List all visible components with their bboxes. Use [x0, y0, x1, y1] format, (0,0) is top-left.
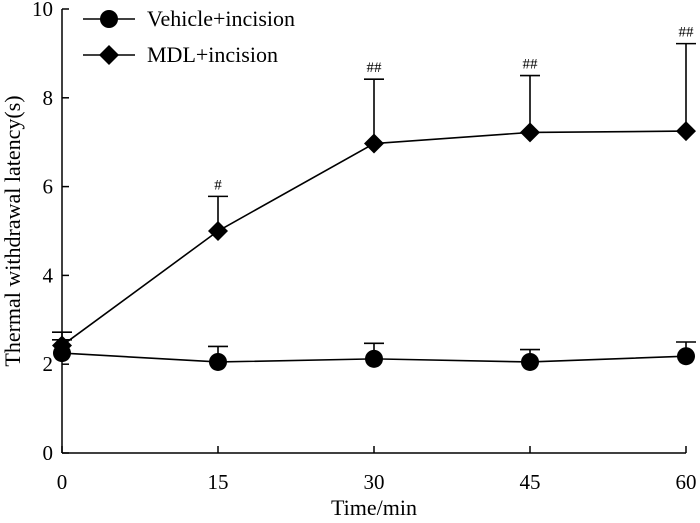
data-point-diamond — [364, 133, 384, 154]
data-point-circle — [209, 352, 227, 371]
x-tick-label: 15 — [208, 470, 229, 494]
x-axis-title: Time/min — [331, 495, 417, 520]
legend-label: Vehicle+incision — [147, 6, 295, 31]
data-point-circle — [365, 349, 383, 368]
series-vehicle-incision — [52, 338, 696, 371]
x-tick-label: 30 — [364, 470, 385, 494]
y-axis-title: Thermal withdrawal latency(s) — [0, 95, 25, 366]
x-tick-label: 45 — [520, 470, 541, 494]
ticks — [61, 8, 687, 454]
x-tick-label: 0 — [57, 470, 68, 494]
plot-area: ### #### — [52, 25, 696, 371]
data-point-diamond — [520, 122, 540, 143]
legend-item: MDL+incision — [83, 42, 278, 67]
legend-marker-circle — [100, 10, 118, 28]
data-point-diamond — [676, 121, 696, 142]
data-point-circle — [677, 347, 695, 366]
y-tick-label: 4 — [43, 263, 54, 287]
legend-marker-diamond — [99, 45, 119, 65]
tick-labels: 0 15 30 45 60 0 2 4 6 8 10 — [32, 0, 697, 494]
data-point-circle — [521, 352, 539, 371]
legend-item: Vehicle+incision — [83, 6, 295, 31]
legend: Vehicle+incision MDL+incision — [83, 6, 295, 67]
series-line — [61, 130, 687, 347]
legend-label: MDL+incision — [147, 42, 278, 67]
y-tick-label: 8 — [43, 86, 54, 110]
x-tick-label: 60 — [676, 470, 697, 494]
series-mdl-incision: ### #### — [52, 25, 696, 356]
y-tick-label: 10 — [32, 0, 53, 21]
y-tick-label: 2 — [43, 352, 54, 376]
y-tick-label: 0 — [43, 441, 54, 465]
data-point-diamond — [208, 221, 228, 241]
significance-mark: ## — [523, 57, 539, 73]
data-point-diamond — [52, 335, 72, 356]
y-tick-label: 6 — [43, 175, 54, 199]
significance-mark: ## — [679, 25, 695, 41]
significance-mark: ## — [367, 60, 383, 76]
significance-mark: # — [214, 177, 222, 193]
